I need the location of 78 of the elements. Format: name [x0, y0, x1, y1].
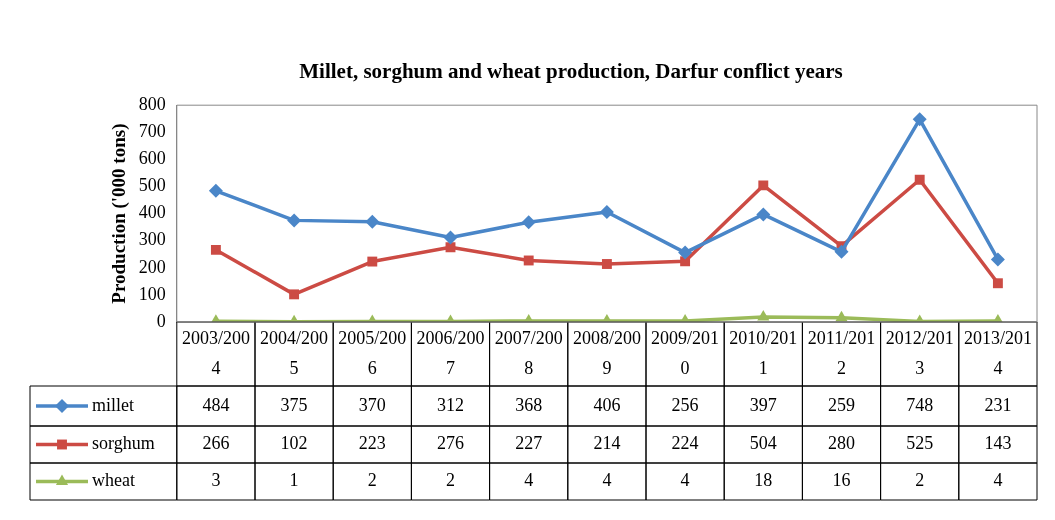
data-label: 484 [202, 394, 230, 415]
point [210, 244, 221, 255]
point [289, 289, 300, 300]
point [599, 204, 614, 219]
point [601, 259, 612, 269]
y-tick-label: 200 [138, 256, 166, 277]
point [521, 215, 536, 230]
data-label: 4 [993, 470, 1003, 491]
data-label: 406 [593, 394, 621, 415]
point [523, 255, 534, 266]
y-tick-label: 800 [138, 93, 166, 114]
legend-label: sorghum [92, 433, 155, 454]
y-axis-title: Production ('000 tons) [108, 123, 131, 304]
x-tick-label: 2009/2010 [651, 327, 720, 378]
x-tick-label: 2005/2006 [338, 327, 407, 378]
point [443, 230, 458, 245]
x-tick-label: 2012/2013 [885, 327, 954, 378]
data-label: 227 [515, 433, 543, 454]
data-label: 223 [358, 433, 386, 454]
data-label: 504 [749, 433, 777, 454]
data-label: 525 [906, 433, 934, 454]
y-tick-label: 600 [138, 148, 166, 169]
data-label: 143 [984, 433, 1012, 454]
point [287, 213, 302, 228]
data-label: 214 [593, 433, 621, 454]
point [756, 207, 771, 222]
data-label: 748 [906, 394, 934, 415]
point [757, 310, 770, 321]
data-label: 259 [828, 394, 855, 415]
point [678, 245, 693, 260]
data-label: 256 [671, 394, 699, 415]
legend-label: millet [92, 394, 134, 415]
data-label: 231 [984, 394, 1012, 415]
y-tick-label: 0 [156, 310, 166, 331]
data-label: 368 [515, 394, 543, 415]
data-label: 4 [602, 470, 612, 491]
data-label: 18 [754, 470, 773, 491]
data-label: 280 [828, 433, 855, 454]
point [834, 244, 849, 259]
data-label: 16 [832, 470, 851, 491]
data-label: 1 [289, 470, 299, 491]
y-tick-label: 700 [138, 121, 166, 142]
y-tick-label: 100 [138, 283, 166, 304]
data-label: 2 [367, 470, 377, 491]
x-tick-label: 2008/2009 [572, 327, 641, 378]
chart-title: Millet, sorghum and wheat production, Darfur conflict years [299, 59, 843, 84]
data-label: 312 [437, 394, 464, 415]
data-label: 266 [202, 433, 230, 454]
x-tick-label: 2003/2004 [181, 327, 250, 378]
data-label: 2 [446, 470, 455, 491]
x-tick-label: 2004/2005 [260, 327, 329, 378]
y-tick-label: 500 [138, 175, 166, 196]
point [365, 214, 380, 229]
data-label: 276 [437, 433, 464, 454]
point [990, 252, 1005, 267]
data-label: 224 [671, 433, 699, 454]
data-label: 375 [280, 394, 308, 415]
x-tick-label: 2006/2007 [416, 327, 485, 378]
data-label: 102 [280, 433, 308, 454]
x-tick-label: 2007/2008 [494, 327, 563, 378]
point [914, 174, 925, 185]
x-tick-label: 2011/2012 [807, 327, 876, 378]
data-label: 2 [915, 470, 925, 491]
point [835, 310, 848, 322]
data-label: 3 [211, 470, 221, 491]
point [367, 256, 378, 267]
point [758, 180, 769, 191]
data-label: 4 [524, 470, 534, 491]
point [208, 183, 223, 198]
y-tick-label: 400 [138, 202, 166, 223]
data-label: 370 [358, 394, 386, 415]
point [992, 278, 1003, 289]
x-tick-label: 2010/2011 [729, 327, 798, 378]
x-tick-label: 2013/2014 [963, 327, 1032, 378]
legend-label: wheat [92, 470, 135, 491]
y-tick-label: 300 [138, 229, 166, 250]
data-label: 4 [680, 470, 690, 491]
data-label: 397 [749, 394, 777, 415]
